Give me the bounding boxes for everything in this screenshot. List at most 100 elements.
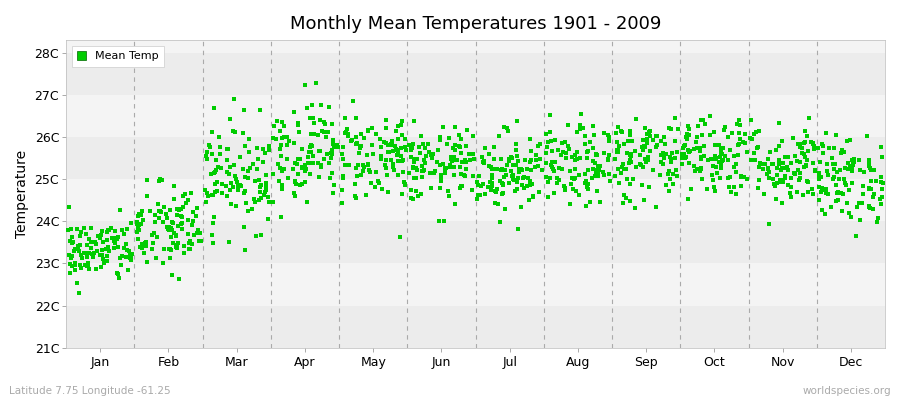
Point — [693, 145, 707, 151]
Point — [433, 134, 447, 140]
Point — [635, 144, 650, 150]
Point — [793, 159, 807, 165]
Point — [80, 242, 94, 248]
Point — [143, 208, 157, 214]
Point — [72, 233, 86, 239]
Point — [807, 142, 822, 149]
Point — [724, 174, 738, 180]
Point — [60, 227, 75, 233]
Point — [838, 165, 852, 172]
Point — [601, 152, 616, 158]
Point — [94, 232, 108, 238]
Point — [273, 128, 287, 134]
Point — [557, 186, 572, 193]
Point — [821, 172, 835, 178]
Point — [808, 168, 823, 174]
Point — [693, 168, 707, 174]
Point — [512, 166, 526, 172]
Point — [649, 144, 663, 151]
Point — [90, 248, 104, 254]
Point — [368, 184, 382, 190]
Point — [184, 221, 199, 228]
Point — [82, 250, 96, 256]
Point — [666, 171, 680, 177]
Point — [862, 156, 877, 163]
Point — [875, 186, 889, 192]
Point — [733, 136, 747, 142]
Point — [395, 132, 410, 138]
Point — [135, 244, 149, 251]
Point — [202, 143, 217, 150]
Point — [94, 246, 109, 253]
Point — [703, 113, 717, 120]
Point — [751, 144, 765, 150]
Point — [165, 219, 179, 226]
Point — [96, 256, 111, 262]
Point — [608, 130, 623, 136]
Point — [467, 155, 482, 162]
Point — [166, 183, 181, 190]
Point — [526, 194, 541, 200]
Point — [813, 159, 827, 165]
Point — [708, 142, 723, 148]
Point — [700, 157, 715, 163]
Point — [294, 146, 309, 152]
Point — [233, 182, 248, 188]
Point — [404, 154, 419, 161]
Point — [292, 156, 307, 162]
Point — [656, 150, 670, 156]
Point — [787, 170, 801, 176]
Point — [569, 188, 583, 194]
Point — [266, 170, 280, 177]
Point — [770, 180, 784, 186]
Point — [161, 224, 176, 230]
Point — [186, 218, 201, 225]
Point — [175, 226, 189, 233]
Point — [495, 191, 509, 198]
Point — [288, 178, 302, 184]
Point — [624, 153, 638, 160]
Point — [395, 169, 410, 176]
Point — [319, 134, 333, 140]
Point — [463, 157, 477, 163]
Point — [643, 128, 657, 134]
Point — [589, 167, 603, 174]
Point — [548, 159, 562, 165]
Point — [382, 149, 396, 155]
Point — [755, 166, 770, 172]
Point — [790, 158, 805, 165]
Point — [616, 140, 631, 147]
Point — [447, 147, 462, 154]
Point — [836, 149, 850, 155]
Point — [855, 183, 869, 189]
Point — [378, 165, 392, 171]
Point — [563, 201, 578, 208]
Point — [336, 143, 350, 150]
Point — [580, 155, 594, 161]
Bar — [66, 306, 885, 348]
Point — [688, 139, 703, 146]
Point — [416, 141, 430, 147]
Point — [858, 168, 872, 175]
Point — [663, 126, 678, 132]
Point — [205, 240, 220, 247]
Point — [237, 107, 251, 113]
Point — [423, 170, 437, 176]
Point — [509, 186, 524, 192]
Point — [236, 166, 250, 172]
Point — [535, 167, 549, 174]
Point — [725, 130, 740, 136]
Point — [205, 150, 220, 157]
Point — [213, 164, 228, 171]
Point — [390, 147, 404, 154]
Point — [668, 155, 682, 161]
Point — [531, 163, 545, 169]
Point — [508, 188, 522, 194]
Point — [522, 182, 536, 188]
Point — [791, 167, 806, 173]
Point — [309, 80, 323, 86]
Point — [783, 190, 797, 196]
Point — [89, 266, 104, 272]
Point — [828, 161, 842, 168]
Point — [717, 127, 732, 133]
